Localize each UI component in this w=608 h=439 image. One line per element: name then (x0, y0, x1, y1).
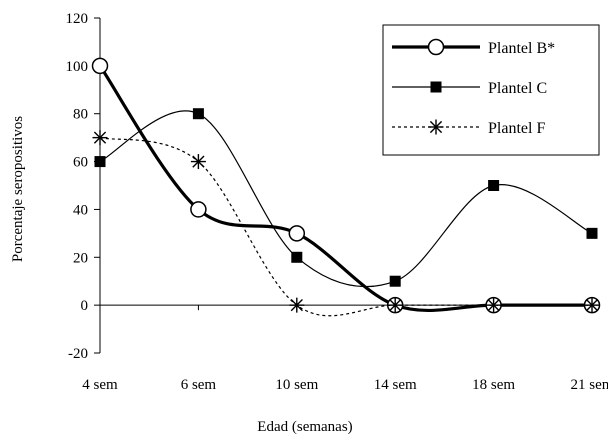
data-point (94, 156, 106, 168)
y-tick-label: -20 (68, 346, 88, 362)
legend-marker (430, 81, 442, 93)
x-tick-label: 14 sem (374, 377, 417, 393)
x-tick-label: 18 sem (472, 377, 515, 393)
y-tick-label: 120 (66, 11, 89, 27)
data-point (190, 201, 207, 218)
legend-entry: Plantel B* (392, 38, 555, 57)
legend-label: Plantel C (488, 80, 547, 97)
series-line (99, 137, 592, 317)
series-group (91, 57, 601, 317)
data-point (291, 251, 303, 263)
series-2 (94, 108, 598, 288)
y-tick-label: 60 (73, 155, 88, 171)
x-tick-label: 6 sem (181, 377, 217, 393)
y-axis: -20 0 20 40 60 80 100 120 (66, 11, 101, 362)
data-point (486, 297, 502, 313)
x-tick-label: 10 sem (275, 377, 318, 393)
data-point (192, 108, 204, 120)
legend-entry: Plantel F (392, 119, 545, 137)
x-axis-title: Edad (semanas) (257, 419, 352, 435)
x-tick-label: 21 sem (571, 377, 608, 393)
legend-marker (427, 38, 445, 56)
y-tick-label: 0 (81, 298, 89, 314)
data-point (91, 57, 109, 75)
legend-label: Plantel B* (488, 40, 555, 57)
data-point (288, 225, 306, 242)
legend-label: Plantel F (488, 120, 545, 137)
data-point (584, 297, 600, 313)
data-point (289, 297, 305, 313)
y-tick-label: 100 (66, 59, 89, 75)
data-point (92, 130, 108, 146)
y-tick-label: 80 (73, 107, 88, 123)
y-tick-label: 20 (73, 250, 88, 266)
y-axis-title: Porcentaje seropositivos (10, 116, 26, 262)
legend: Plantel B* Plantel C Plantel F (382, 24, 600, 156)
x-tick-label: 4 sem (82, 377, 118, 393)
y-tick-label: 40 (73, 202, 88, 218)
data-point (190, 154, 206, 170)
legend-marker (428, 119, 444, 135)
data-point (586, 227, 598, 239)
data-point (387, 297, 403, 313)
legend-entry: Plantel C (392, 80, 547, 97)
data-point (389, 275, 401, 287)
x-axis: 4 sem 6 sem 10 sem 14 sem 18 sem 21 sem (82, 304, 608, 393)
series-3 (92, 130, 600, 317)
data-point (488, 180, 500, 191)
